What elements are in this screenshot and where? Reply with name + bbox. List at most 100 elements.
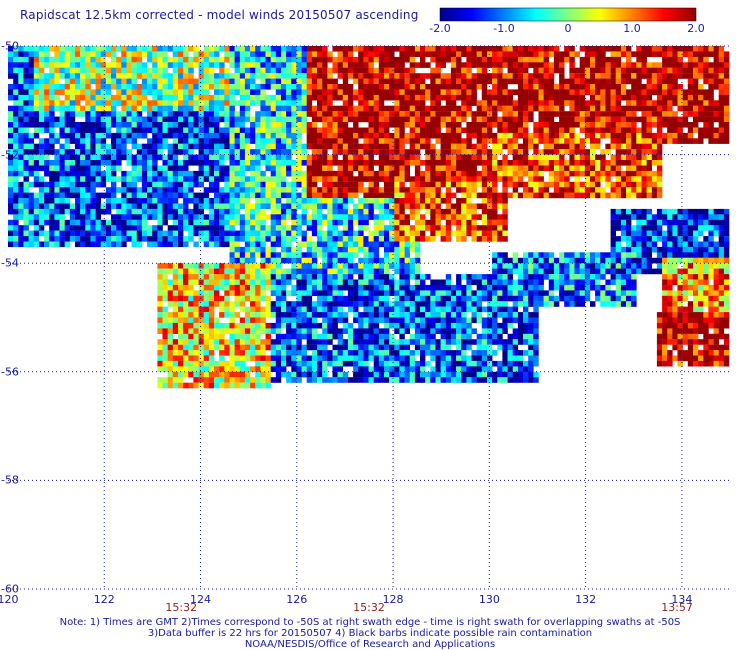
heatmap-cell — [430, 132, 436, 139]
heatmap-cell — [461, 149, 467, 155]
heatmap-cell — [646, 138, 652, 144]
heatmap-cell — [605, 160, 611, 166]
heatmap-cell — [296, 214, 302, 220]
heatmap-cell — [631, 192, 637, 199]
heatmap-cell — [492, 187, 498, 193]
heatmap-cell — [610, 78, 616, 85]
heatmap-cell — [723, 241, 730, 248]
heatmap-cell — [579, 56, 586, 63]
heatmap-cell — [677, 214, 683, 220]
heatmap-cell — [198, 236, 204, 242]
heatmap-cell — [172, 73, 179, 79]
heatmap-cell — [492, 160, 498, 166]
heatmap-cell — [214, 132, 220, 139]
heatmap-cell — [131, 187, 137, 193]
heatmap-cell — [229, 105, 235, 112]
heatmap-cell — [363, 208, 369, 215]
heatmap-cell — [188, 198, 194, 204]
heatmap-cell — [523, 181, 529, 188]
heatmap-cell — [471, 73, 477, 79]
heatmap-cell — [28, 170, 34, 177]
heatmap-cell — [286, 241, 292, 248]
heatmap-cell — [471, 219, 477, 226]
heatmap-cell — [54, 73, 60, 79]
heatmap-cell — [687, 122, 694, 128]
heatmap-cell — [435, 67, 441, 74]
heatmap-cell — [564, 94, 570, 101]
heatmap-cell — [487, 116, 493, 123]
heatmap-cell — [332, 46, 338, 52]
heatmap-cell — [306, 111, 313, 117]
heatmap-cell — [373, 219, 380, 226]
heatmap-cell — [69, 181, 76, 188]
heatmap-cell — [327, 122, 333, 128]
heatmap-cell — [615, 132, 622, 139]
heatmap-cell — [533, 73, 539, 79]
heatmap-cell — [523, 51, 529, 57]
heatmap-cell — [626, 51, 632, 57]
heatmap-cell — [507, 268, 513, 275]
heatmap-cell — [239, 100, 246, 106]
heatmap-cell — [275, 165, 282, 172]
heatmap-cell — [502, 176, 508, 182]
heatmap-cell — [631, 170, 637, 177]
heatmap-cell — [275, 105, 282, 112]
heatmap-cell — [656, 122, 663, 128]
heatmap-cell — [420, 236, 426, 242]
heatmap-cell — [368, 257, 374, 264]
heatmap-cell — [553, 46, 560, 52]
heatmap-cell — [224, 78, 230, 85]
heatmap-cell — [420, 122, 426, 128]
heatmap-cell — [708, 263, 714, 269]
heatmap-cell — [414, 198, 421, 204]
heatmap-cell — [590, 46, 596, 52]
heatmap-cell — [111, 225, 117, 231]
heatmap-cell — [656, 78, 663, 85]
heatmap-cell — [157, 154, 163, 161]
heatmap-cell — [317, 78, 323, 85]
heatmap-cell — [394, 116, 400, 123]
heatmap-cell — [626, 122, 632, 128]
heatmap-cell — [656, 225, 663, 231]
heatmap-cell — [172, 181, 179, 188]
heatmap-cell — [600, 89, 606, 95]
heatmap-cell — [28, 116, 34, 123]
heatmap-cell — [347, 241, 354, 248]
heatmap-cell — [394, 198, 400, 204]
heatmap-cell — [13, 116, 19, 123]
heatmap-cell — [317, 56, 323, 63]
heatmap-cell — [409, 263, 416, 269]
heatmap-cell — [44, 78, 50, 85]
heatmap-cell — [322, 252, 328, 258]
heatmap-cell — [116, 154, 122, 161]
heatmap-cell — [378, 208, 385, 215]
heatmap-cell — [18, 56, 24, 63]
heatmap-cell — [662, 78, 668, 85]
heatmap-cell — [445, 208, 452, 215]
heatmap-cell — [466, 105, 472, 112]
heatmap-cell — [615, 138, 622, 144]
heatmap-cell — [239, 219, 246, 226]
heatmap-cell — [409, 181, 416, 188]
heatmap-cell — [270, 78, 277, 85]
heatmap-cell — [49, 143, 55, 150]
heatmap-cell — [672, 51, 678, 57]
heatmap-cell — [368, 132, 374, 139]
heatmap-cell — [626, 160, 632, 166]
heatmap-cell — [214, 279, 220, 286]
heatmap-cell — [105, 67, 112, 74]
heatmap-cell — [198, 268, 204, 275]
heatmap-cell — [317, 241, 323, 248]
heatmap-cell — [456, 132, 462, 139]
heatmap-cell — [590, 268, 596, 275]
heatmap-cell — [517, 46, 524, 52]
heatmap-cell — [172, 89, 179, 95]
heatmap-cell — [183, 127, 189, 134]
heatmap-cell — [636, 181, 642, 188]
heatmap-cell — [49, 89, 55, 95]
heatmap-cell — [373, 138, 380, 144]
heatmap-cell — [244, 187, 251, 193]
heatmap-cell — [147, 138, 153, 144]
heatmap-cell — [507, 132, 513, 139]
heatmap-cell — [219, 89, 225, 95]
